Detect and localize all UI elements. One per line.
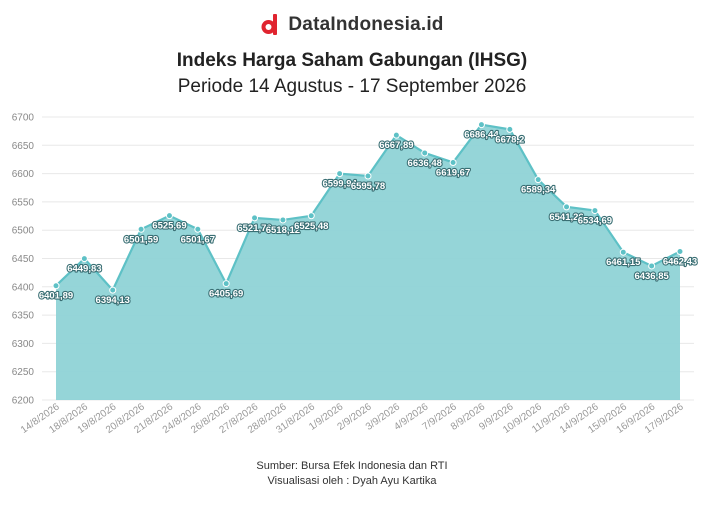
data-label: 6525,69	[152, 221, 186, 232]
data-label: 6667,89	[379, 140, 413, 151]
data-label: 6541,26	[549, 212, 583, 223]
data-point[interactable]	[307, 212, 315, 220]
data-point[interactable]	[52, 282, 60, 290]
data-point[interactable]	[279, 216, 287, 224]
data-label: 6521,76	[237, 223, 271, 234]
footer: Sumber: Bursa Efek Indonesia dan RTI Vis…	[0, 459, 704, 489]
data-label: 6501,59	[124, 234, 158, 245]
data-label: 6619,67	[436, 167, 470, 178]
data-point[interactable]	[137, 225, 145, 233]
y-tick-label: 6500	[12, 226, 35, 237]
data-point[interactable]	[251, 214, 259, 222]
data-label: 6589,34	[521, 185, 556, 196]
data-label: 6534,69	[578, 216, 612, 227]
brand-header: DataIndonesia.id	[0, 14, 704, 40]
data-label: 6394,13	[96, 295, 130, 306]
data-label: 6401,89	[39, 291, 73, 302]
y-tick-label: 6250	[12, 367, 35, 378]
data-point[interactable]	[165, 212, 173, 220]
chart-subtitle: Periode 14 Agustus - 17 September 2026	[177, 76, 527, 97]
data-labels: 6401,89 6449,83 6394,13 6501,59 6525,69 6501,…	[38, 129, 699, 308]
data-point[interactable]	[591, 207, 599, 215]
y-tick-label: 6350	[12, 311, 35, 322]
data-point[interactable]	[336, 170, 344, 178]
data-label: 6595,78	[351, 181, 385, 192]
y-tick-label: 6300	[12, 339, 35, 350]
data-point[interactable]	[563, 203, 571, 211]
data-label: 6405,69	[209, 289, 243, 300]
credit-text: Visualisasi oleh : Dyah Ayu Kartika	[267, 475, 437, 487]
y-tick-label: 6400	[12, 282, 35, 293]
data-point[interactable]	[421, 149, 429, 157]
data-label: 6462,43	[663, 256, 697, 267]
data-label: 6525,48	[294, 221, 328, 232]
ihsg-area-chart: 6200 6250 6300 6350 6400 6450 6500 6550 6600 6650…	[12, 113, 699, 436]
data-label: 6599,94	[322, 179, 357, 190]
data-point[interactable]	[648, 262, 656, 270]
data-point[interactable]	[534, 176, 542, 184]
data-label: 6518,12	[266, 225, 300, 236]
y-tick-label: 6200	[12, 396, 35, 407]
y-axis-ticks: 6200 6250 6300 6350 6400 6450 6500 6550 6600 6650…	[12, 113, 35, 407]
data-point[interactable]	[392, 131, 400, 139]
data-label: 6678,2	[495, 134, 524, 145]
series-area	[55, 123, 681, 400]
data-point[interactable]	[222, 280, 230, 288]
data-point[interactable]	[364, 172, 372, 180]
data-point[interactable]	[109, 286, 117, 294]
data-point[interactable]	[194, 225, 202, 233]
data-point[interactable]	[676, 247, 684, 255]
data-point[interactable]	[619, 248, 627, 256]
data-point[interactable]	[506, 125, 514, 133]
y-tick-label: 6650	[12, 141, 35, 152]
x-axis-ticks: 14/8/202618/8/202619/8/202620/8/202621/8…	[19, 401, 686, 436]
y-tick-label: 6600	[12, 169, 35, 180]
chart-title: Indeks Harga Saham Gabungan (IHSG)	[176, 50, 528, 71]
y-tick-label: 6550	[12, 197, 35, 208]
data-label: 6686,44	[464, 130, 499, 141]
data-point[interactable]	[449, 158, 457, 166]
brand-name: DataIndonesia.id	[288, 14, 444, 35]
data-point[interactable]	[477, 121, 485, 129]
data-points	[52, 121, 684, 294]
data-label: 6636,48	[408, 158, 442, 169]
y-tick-label: 6450	[12, 254, 35, 265]
data-label: 6501,67	[181, 234, 215, 245]
data-label: 6436,85	[634, 271, 669, 282]
data-label: 6449,83	[67, 264, 101, 275]
y-tick-label: 6700	[12, 113, 35, 124]
source-text: Sumber: Bursa Efek Indonesia dan RTI	[256, 460, 448, 472]
data-label: 6461,15	[606, 257, 641, 268]
area-fill	[56, 124, 680, 400]
d-logo-icon	[261, 14, 278, 35]
data-point[interactable]	[80, 255, 88, 263]
